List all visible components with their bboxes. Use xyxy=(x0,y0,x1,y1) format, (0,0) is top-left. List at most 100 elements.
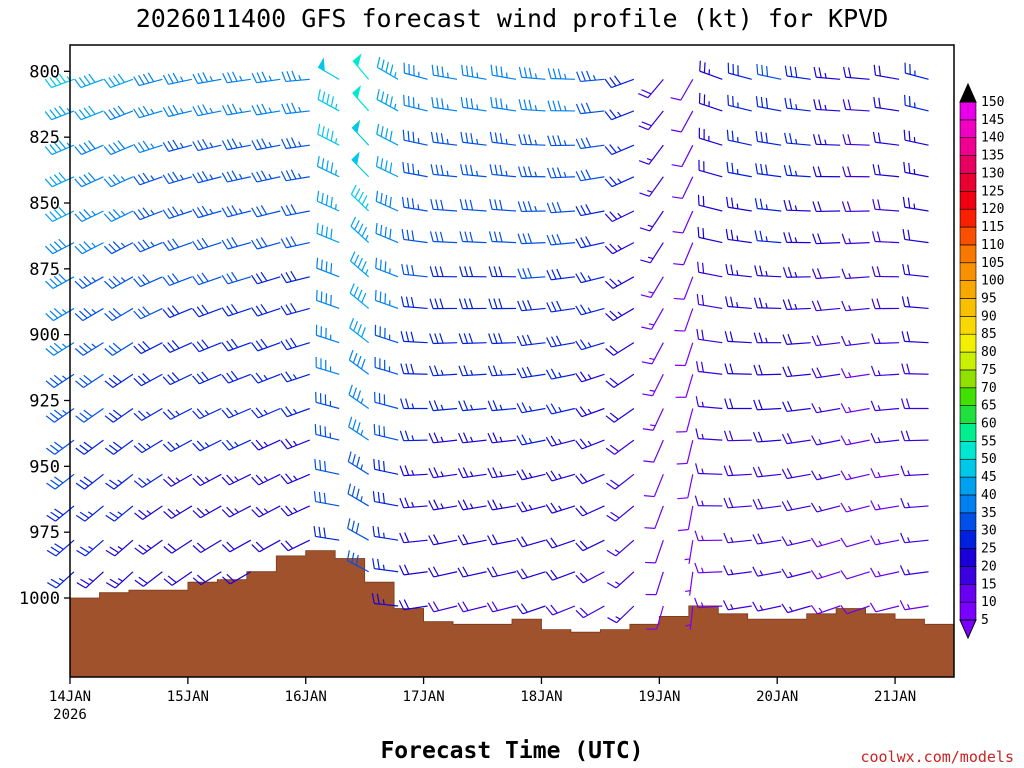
wind-barb xyxy=(575,169,605,182)
wind-barb xyxy=(516,434,546,446)
wind-barb xyxy=(133,172,163,186)
wind-barb xyxy=(753,364,782,376)
wind-barb xyxy=(605,408,635,423)
wind-barb xyxy=(840,470,870,481)
wind-barb xyxy=(726,196,752,212)
x-tick-year: 2026 xyxy=(53,707,87,723)
wind-barb xyxy=(313,491,340,507)
wind-barb xyxy=(372,525,399,541)
wind-barb xyxy=(457,601,487,613)
wind-barb xyxy=(192,171,222,184)
credit-text: coolwx.com/models xyxy=(860,748,1014,766)
wind-barb xyxy=(605,342,635,356)
wind-barb xyxy=(314,424,340,441)
wind-barb xyxy=(314,458,340,475)
wind-barb xyxy=(105,539,134,557)
wind-barb xyxy=(870,535,900,546)
wind-barb xyxy=(74,105,104,121)
wind-barb xyxy=(782,267,811,278)
wind-barb xyxy=(697,226,723,244)
wind-barb xyxy=(221,505,252,518)
wind-barb xyxy=(695,428,723,441)
wind-barb xyxy=(575,272,605,284)
wind-barb xyxy=(547,135,575,147)
wind-barb xyxy=(873,96,900,112)
wind-barb xyxy=(430,199,458,212)
y-tick-label: 1000 xyxy=(19,589,60,609)
wind-barb xyxy=(784,132,811,146)
colorbar-label: 95 xyxy=(981,291,997,306)
wind-barb xyxy=(871,298,900,310)
wind-barb xyxy=(163,473,193,487)
wind-barb xyxy=(251,237,281,250)
wind-barb xyxy=(694,562,723,574)
wind-barb xyxy=(900,430,929,442)
wind-barb xyxy=(605,373,635,388)
wind-barb xyxy=(871,231,900,244)
wind-barb xyxy=(45,408,75,423)
wind-barb xyxy=(488,333,517,345)
wind-barb xyxy=(812,233,841,245)
colorbar-label: 5 xyxy=(981,613,989,628)
wind-barb xyxy=(698,159,723,178)
colorbar-swatch xyxy=(959,512,977,531)
wind-barb xyxy=(133,407,163,422)
wind-barb xyxy=(754,198,782,212)
wind-barb xyxy=(813,66,841,80)
wind-barb xyxy=(755,96,782,112)
wind-barb xyxy=(755,163,782,178)
wind-barb xyxy=(606,505,635,522)
wind-barb xyxy=(251,439,281,451)
wind-barb xyxy=(677,474,694,500)
wind-barb xyxy=(488,266,517,278)
wind-barb xyxy=(192,539,222,554)
wind-barb xyxy=(46,473,75,490)
y-tick-label: 925 xyxy=(29,392,60,412)
wind-barb xyxy=(783,164,811,178)
wind-barb xyxy=(841,335,870,347)
wind-barb xyxy=(430,131,458,146)
wind-barb xyxy=(870,400,900,412)
wind-barb xyxy=(401,229,428,244)
wind-barb xyxy=(547,68,575,80)
wind-barb xyxy=(401,263,428,278)
wind-barb xyxy=(428,499,458,511)
wind-barb xyxy=(352,53,370,80)
wind-barb xyxy=(350,216,370,244)
wind-barb xyxy=(349,317,370,344)
wind-barb xyxy=(313,525,340,541)
wind-barb xyxy=(811,268,841,280)
wind-barb xyxy=(781,500,811,512)
wind-barb xyxy=(606,571,635,589)
wind-barb xyxy=(403,94,428,112)
wind-barb xyxy=(695,361,723,375)
wind-barb xyxy=(103,209,134,223)
colorbar-swatch xyxy=(959,119,977,139)
wind-barb xyxy=(516,603,546,615)
wind-barb xyxy=(723,532,752,544)
wind-barb xyxy=(251,407,281,419)
wind-barb xyxy=(192,304,222,318)
wind-barb xyxy=(812,134,841,146)
wind-barb xyxy=(697,194,723,212)
wind-barb xyxy=(899,565,929,576)
wind-barb xyxy=(375,156,399,178)
colorbar-swatch xyxy=(959,208,977,228)
colorbar-swatch xyxy=(959,191,977,210)
wind-barb xyxy=(221,407,252,419)
wind-barb xyxy=(812,166,841,178)
wind-barb xyxy=(221,303,251,317)
wind-barb xyxy=(192,104,222,117)
colorbar-swatch xyxy=(959,494,977,514)
wind-barb xyxy=(605,307,635,322)
wind-barb xyxy=(374,391,399,410)
wind-barb xyxy=(104,408,134,423)
wind-barb xyxy=(163,539,193,554)
wind-barb xyxy=(904,62,929,80)
wind-barb xyxy=(871,333,900,345)
wind-barb xyxy=(162,340,193,353)
wind-barb xyxy=(694,530,723,542)
wind-barb xyxy=(428,432,458,444)
wind-barb xyxy=(639,210,664,232)
wind-barb xyxy=(371,593,399,607)
